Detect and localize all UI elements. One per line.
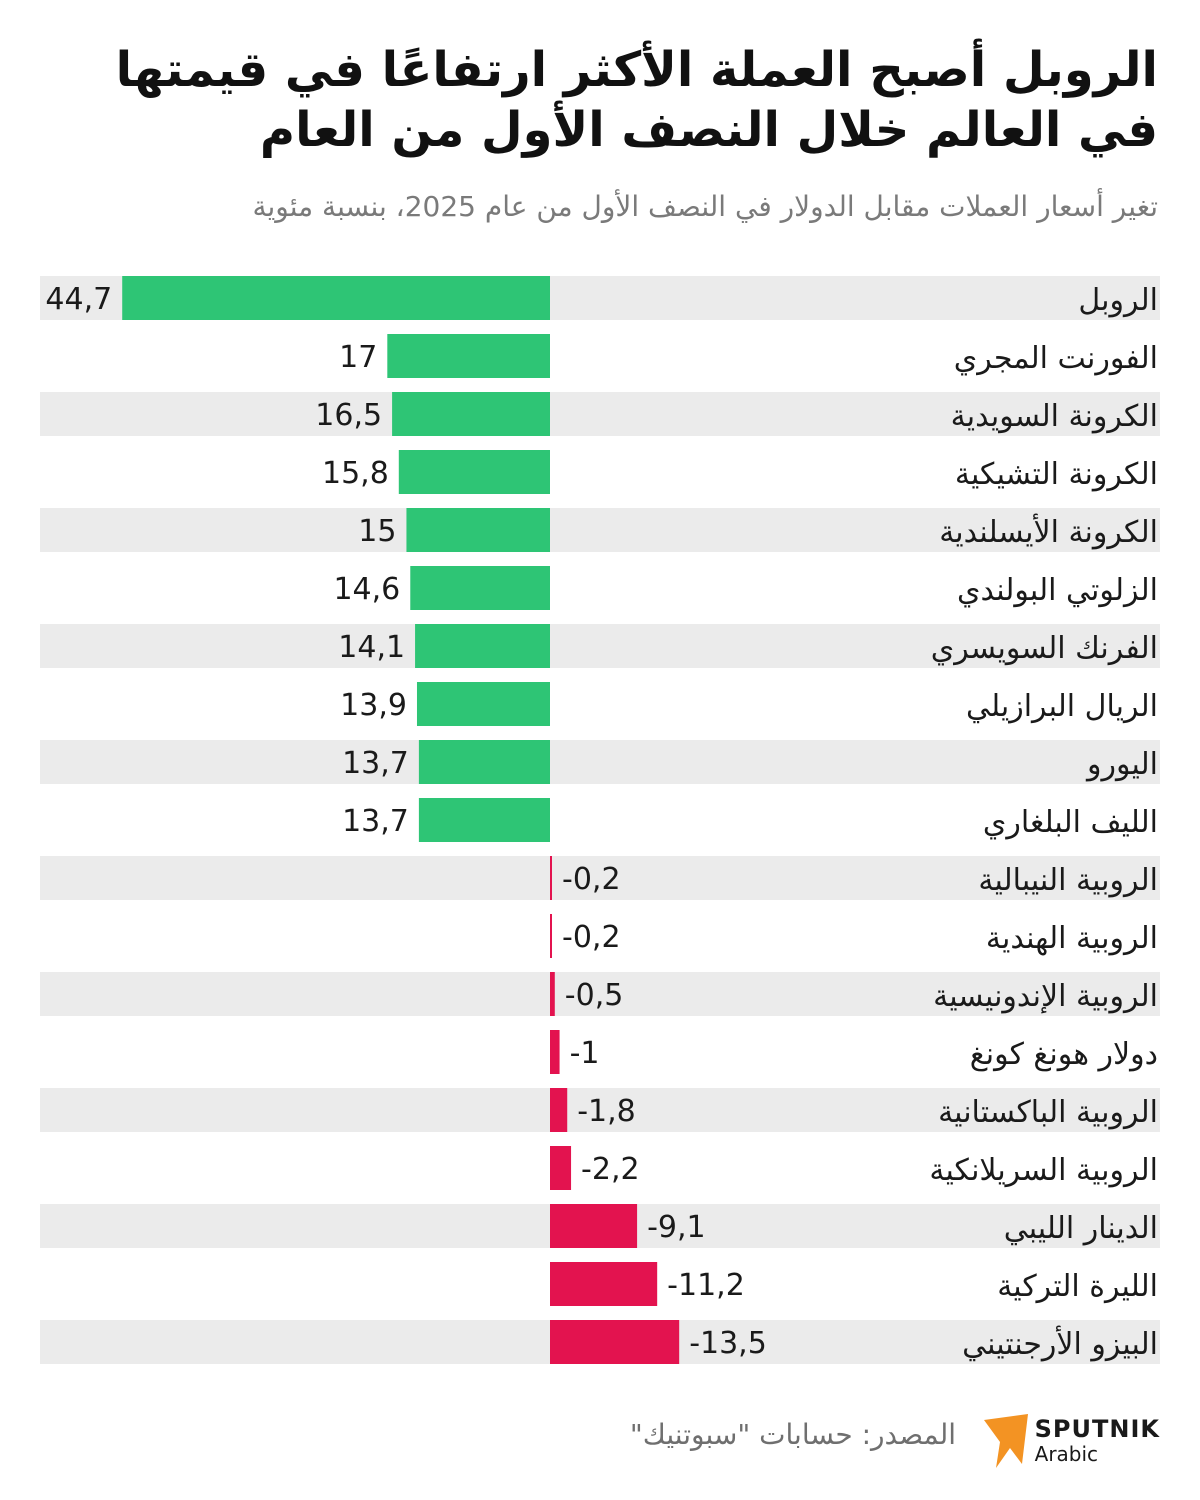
row-stripe — [40, 972, 1160, 1016]
category-label: دولار هونغ كونغ — [970, 1037, 1158, 1072]
value-label: 13,9 — [340, 688, 407, 723]
bar — [550, 1204, 638, 1248]
value-label: 16,5 — [315, 398, 382, 433]
value-label: 14,1 — [338, 630, 405, 665]
sputnik-logo: SPUTNIK Arabic — [980, 1412, 1160, 1472]
bar — [550, 972, 555, 1016]
category-label: اليورو — [1085, 747, 1158, 782]
bar — [418, 740, 550, 784]
bar — [418, 798, 550, 842]
category-label: الليرة التركية — [997, 1269, 1158, 1304]
bar — [406, 508, 550, 552]
category-label: الكرونة الأيسلندية — [939, 512, 1158, 550]
source-note: المصدر: حسابات "سبوتنيك" — [629, 1418, 956, 1451]
value-label: 17 — [339, 340, 377, 375]
category-label: البيزو الأرجنتيني — [962, 1324, 1158, 1362]
value-label: -9,1 — [647, 1210, 706, 1245]
category-label: الروبية الإندونيسية — [933, 979, 1158, 1014]
brand-name: SPUTNIK — [1034, 1415, 1160, 1443]
category-label: الفورنت المجري — [954, 341, 1158, 376]
row-stripe — [40, 856, 1160, 900]
category-label: الريال البرازيلي — [966, 689, 1158, 724]
value-label: -0,2 — [562, 920, 621, 955]
row-stripe — [40, 1088, 1160, 1132]
chart-title: الروبل أصبح العملة الأكثر ارتفاعًا في قي… — [115, 42, 1158, 158]
sputnik-logo-mark — [984, 1414, 1028, 1468]
bar — [392, 392, 550, 436]
value-label: -0,2 — [562, 862, 621, 897]
value-label: 14,6 — [333, 572, 400, 607]
value-label: 13,7 — [342, 746, 409, 781]
category-label: الدينار الليبي — [1004, 1211, 1158, 1246]
bar — [550, 1146, 572, 1190]
bar — [550, 914, 552, 958]
value-label: -13,5 — [689, 1326, 767, 1361]
row-stripe — [40, 392, 1160, 436]
bar — [398, 450, 550, 494]
row-stripe — [40, 624, 1160, 668]
value-label: -1 — [570, 1036, 600, 1071]
category-label: الكرونة التشيكية — [955, 457, 1158, 492]
value-label: 44,7 — [45, 282, 112, 317]
bar — [122, 276, 550, 320]
value-label: -1,8 — [577, 1094, 636, 1129]
category-label: الفرنك السويسري — [931, 631, 1158, 666]
bar — [550, 1030, 560, 1074]
category-label: الكرونة السويدية — [951, 399, 1158, 434]
value-label: -2,2 — [581, 1152, 640, 1187]
category-label: الروبل — [1078, 283, 1158, 318]
value-label: 15 — [358, 514, 396, 549]
bar — [550, 1320, 680, 1364]
bar — [550, 856, 552, 900]
row-stripe — [40, 740, 1160, 784]
bar — [550, 1088, 568, 1132]
bar — [415, 624, 550, 668]
bar — [410, 566, 550, 610]
category-label: الروبية الباكستانية — [938, 1095, 1158, 1130]
category-label: الليف البلغاري — [983, 805, 1158, 840]
category-label: الروبية النيبالية — [978, 863, 1158, 898]
value-label: -0,5 — [565, 978, 624, 1013]
bar — [416, 682, 550, 726]
category-label: الروبية الهندية — [986, 921, 1158, 956]
sputnik-logo-icon — [984, 1414, 1028, 1468]
brand-sub: Arabic — [1034, 1442, 1099, 1466]
bar — [550, 1262, 658, 1306]
bar — [387, 334, 550, 378]
category-label: الروبية السريلانكية — [929, 1153, 1158, 1188]
category-label: الزلوتي البولندي — [957, 573, 1158, 608]
row-stripe — [40, 508, 1160, 552]
chart-subtitle: تغير أسعار العملات مقابل الدولار في النص… — [252, 190, 1158, 223]
value-label: 15,8 — [322, 456, 389, 491]
value-label: 13,7 — [342, 804, 409, 839]
value-label: -11,2 — [667, 1268, 745, 1303]
